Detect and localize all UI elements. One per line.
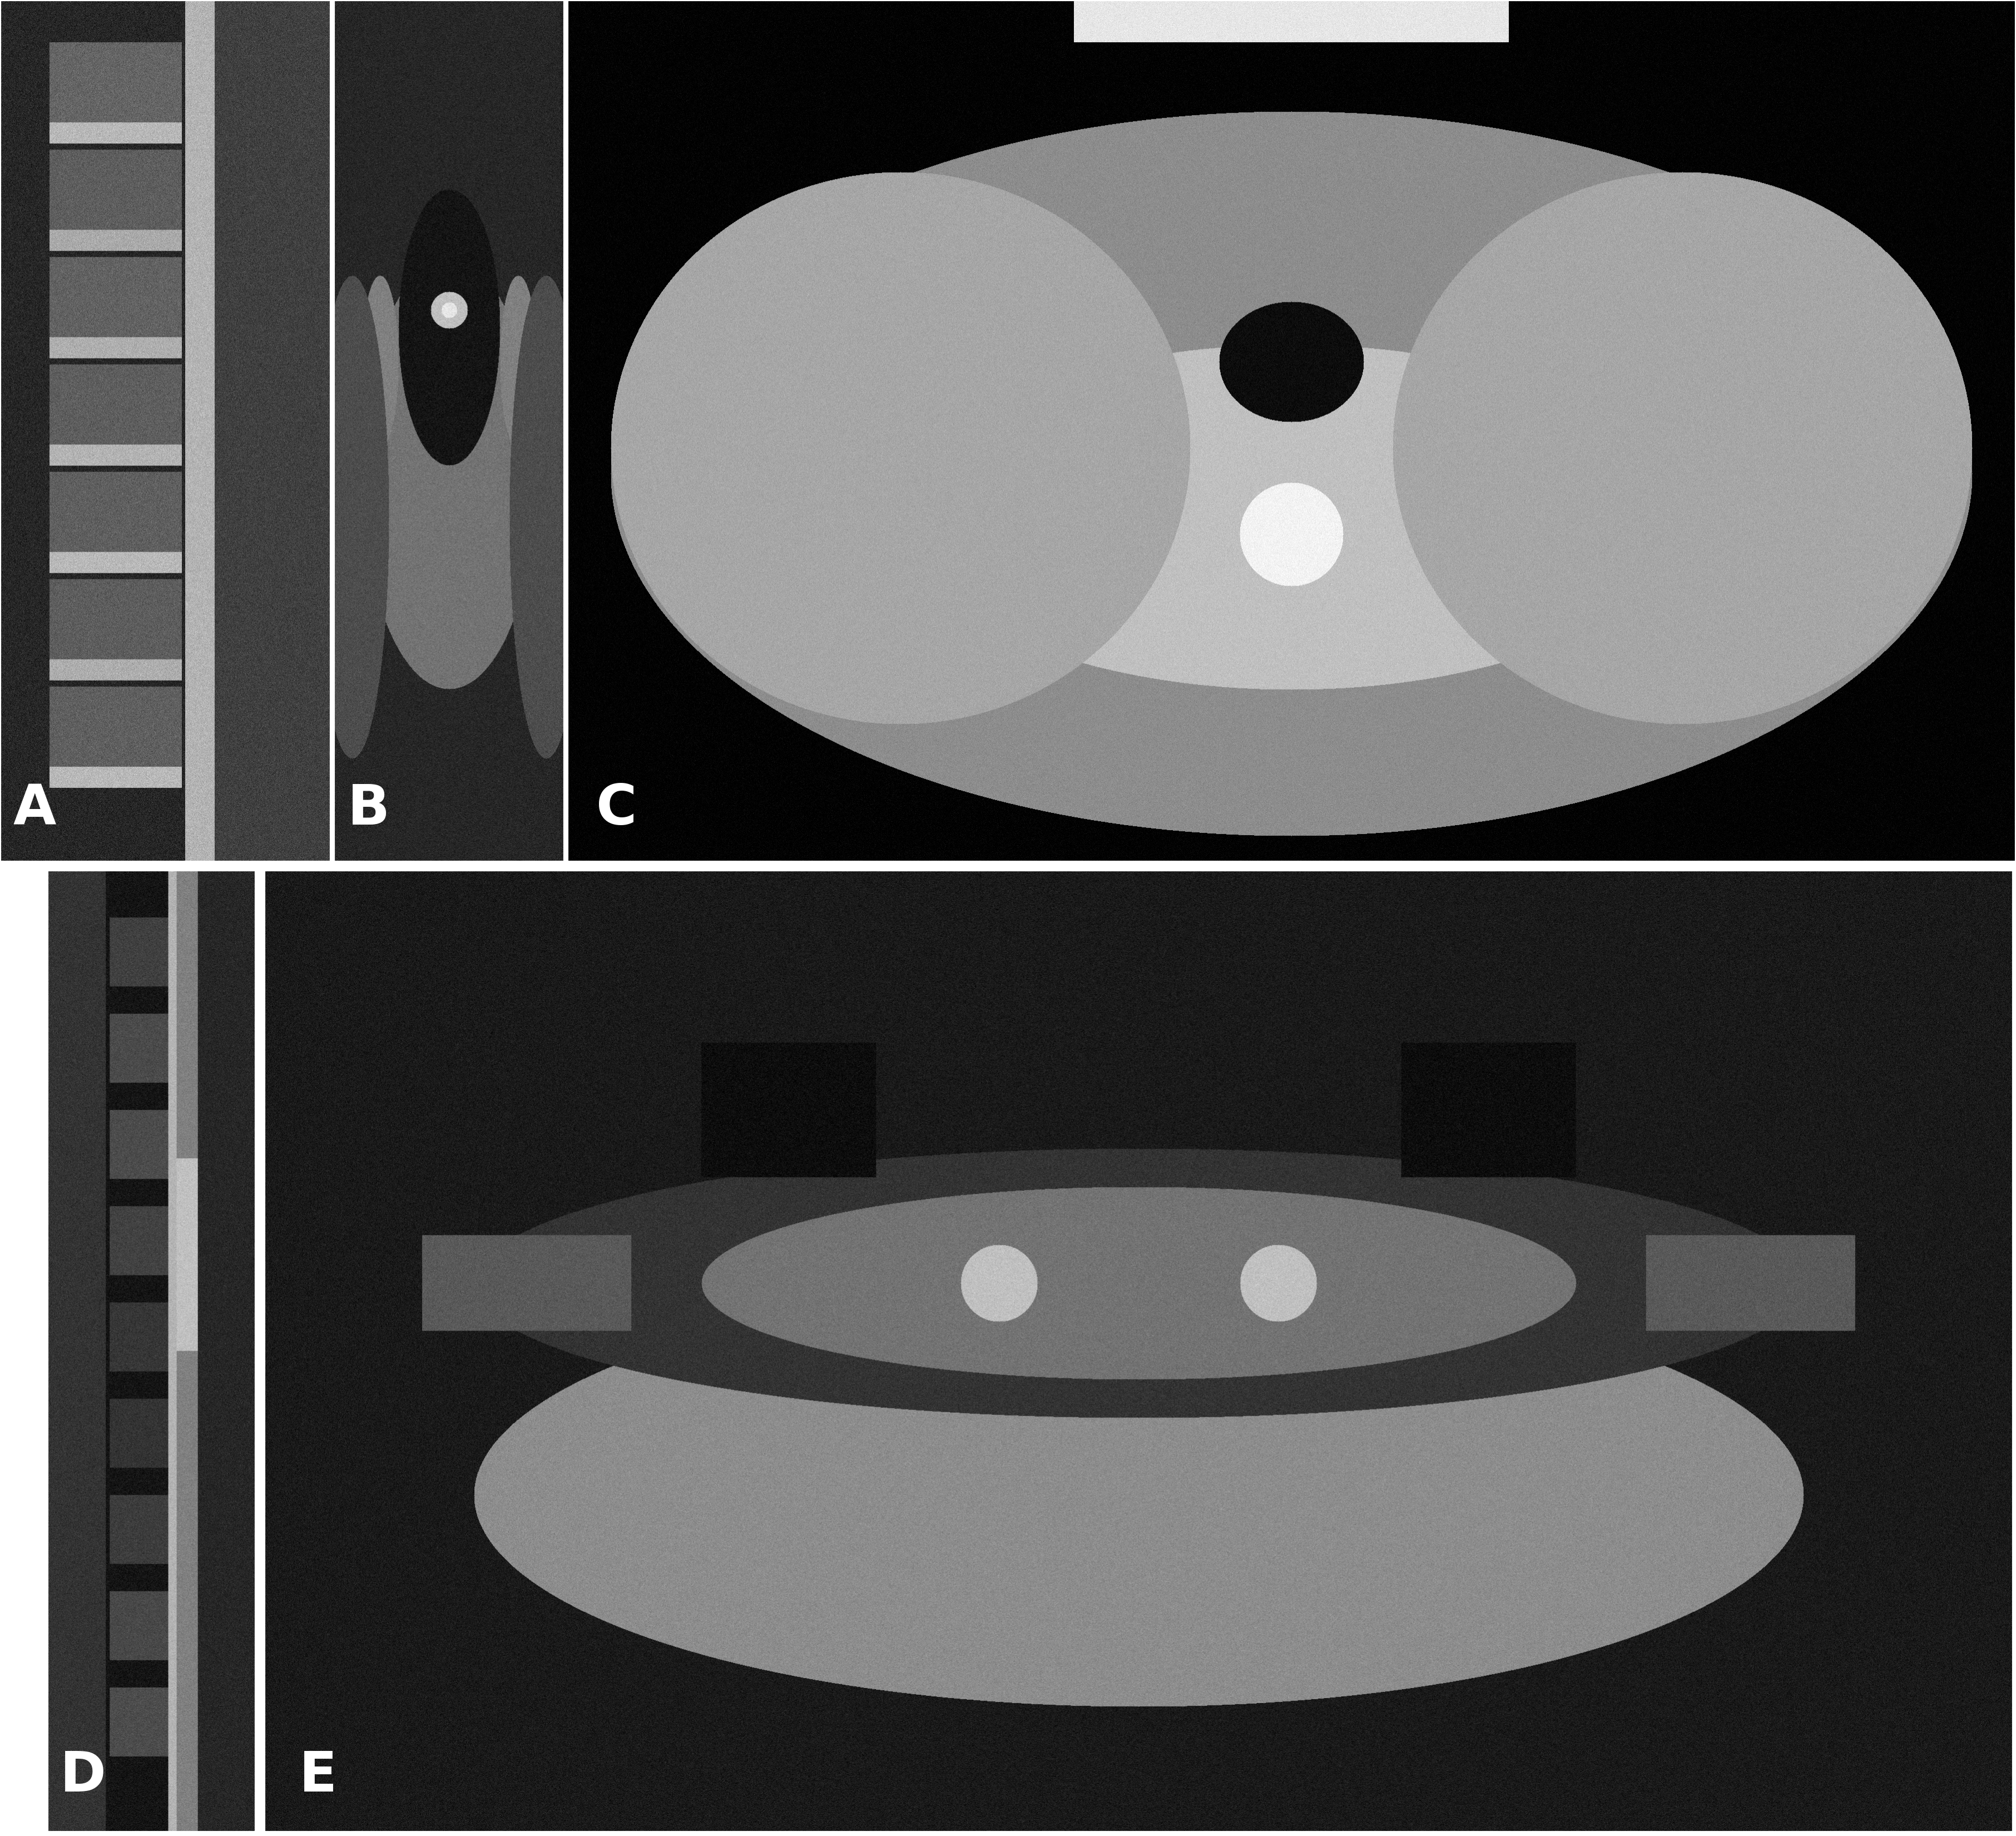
Text: D: D xyxy=(60,1750,107,1803)
Text: B: B xyxy=(347,782,389,835)
Text: E: E xyxy=(298,1750,337,1803)
Text: A: A xyxy=(14,782,56,835)
Text: C: C xyxy=(597,782,637,835)
